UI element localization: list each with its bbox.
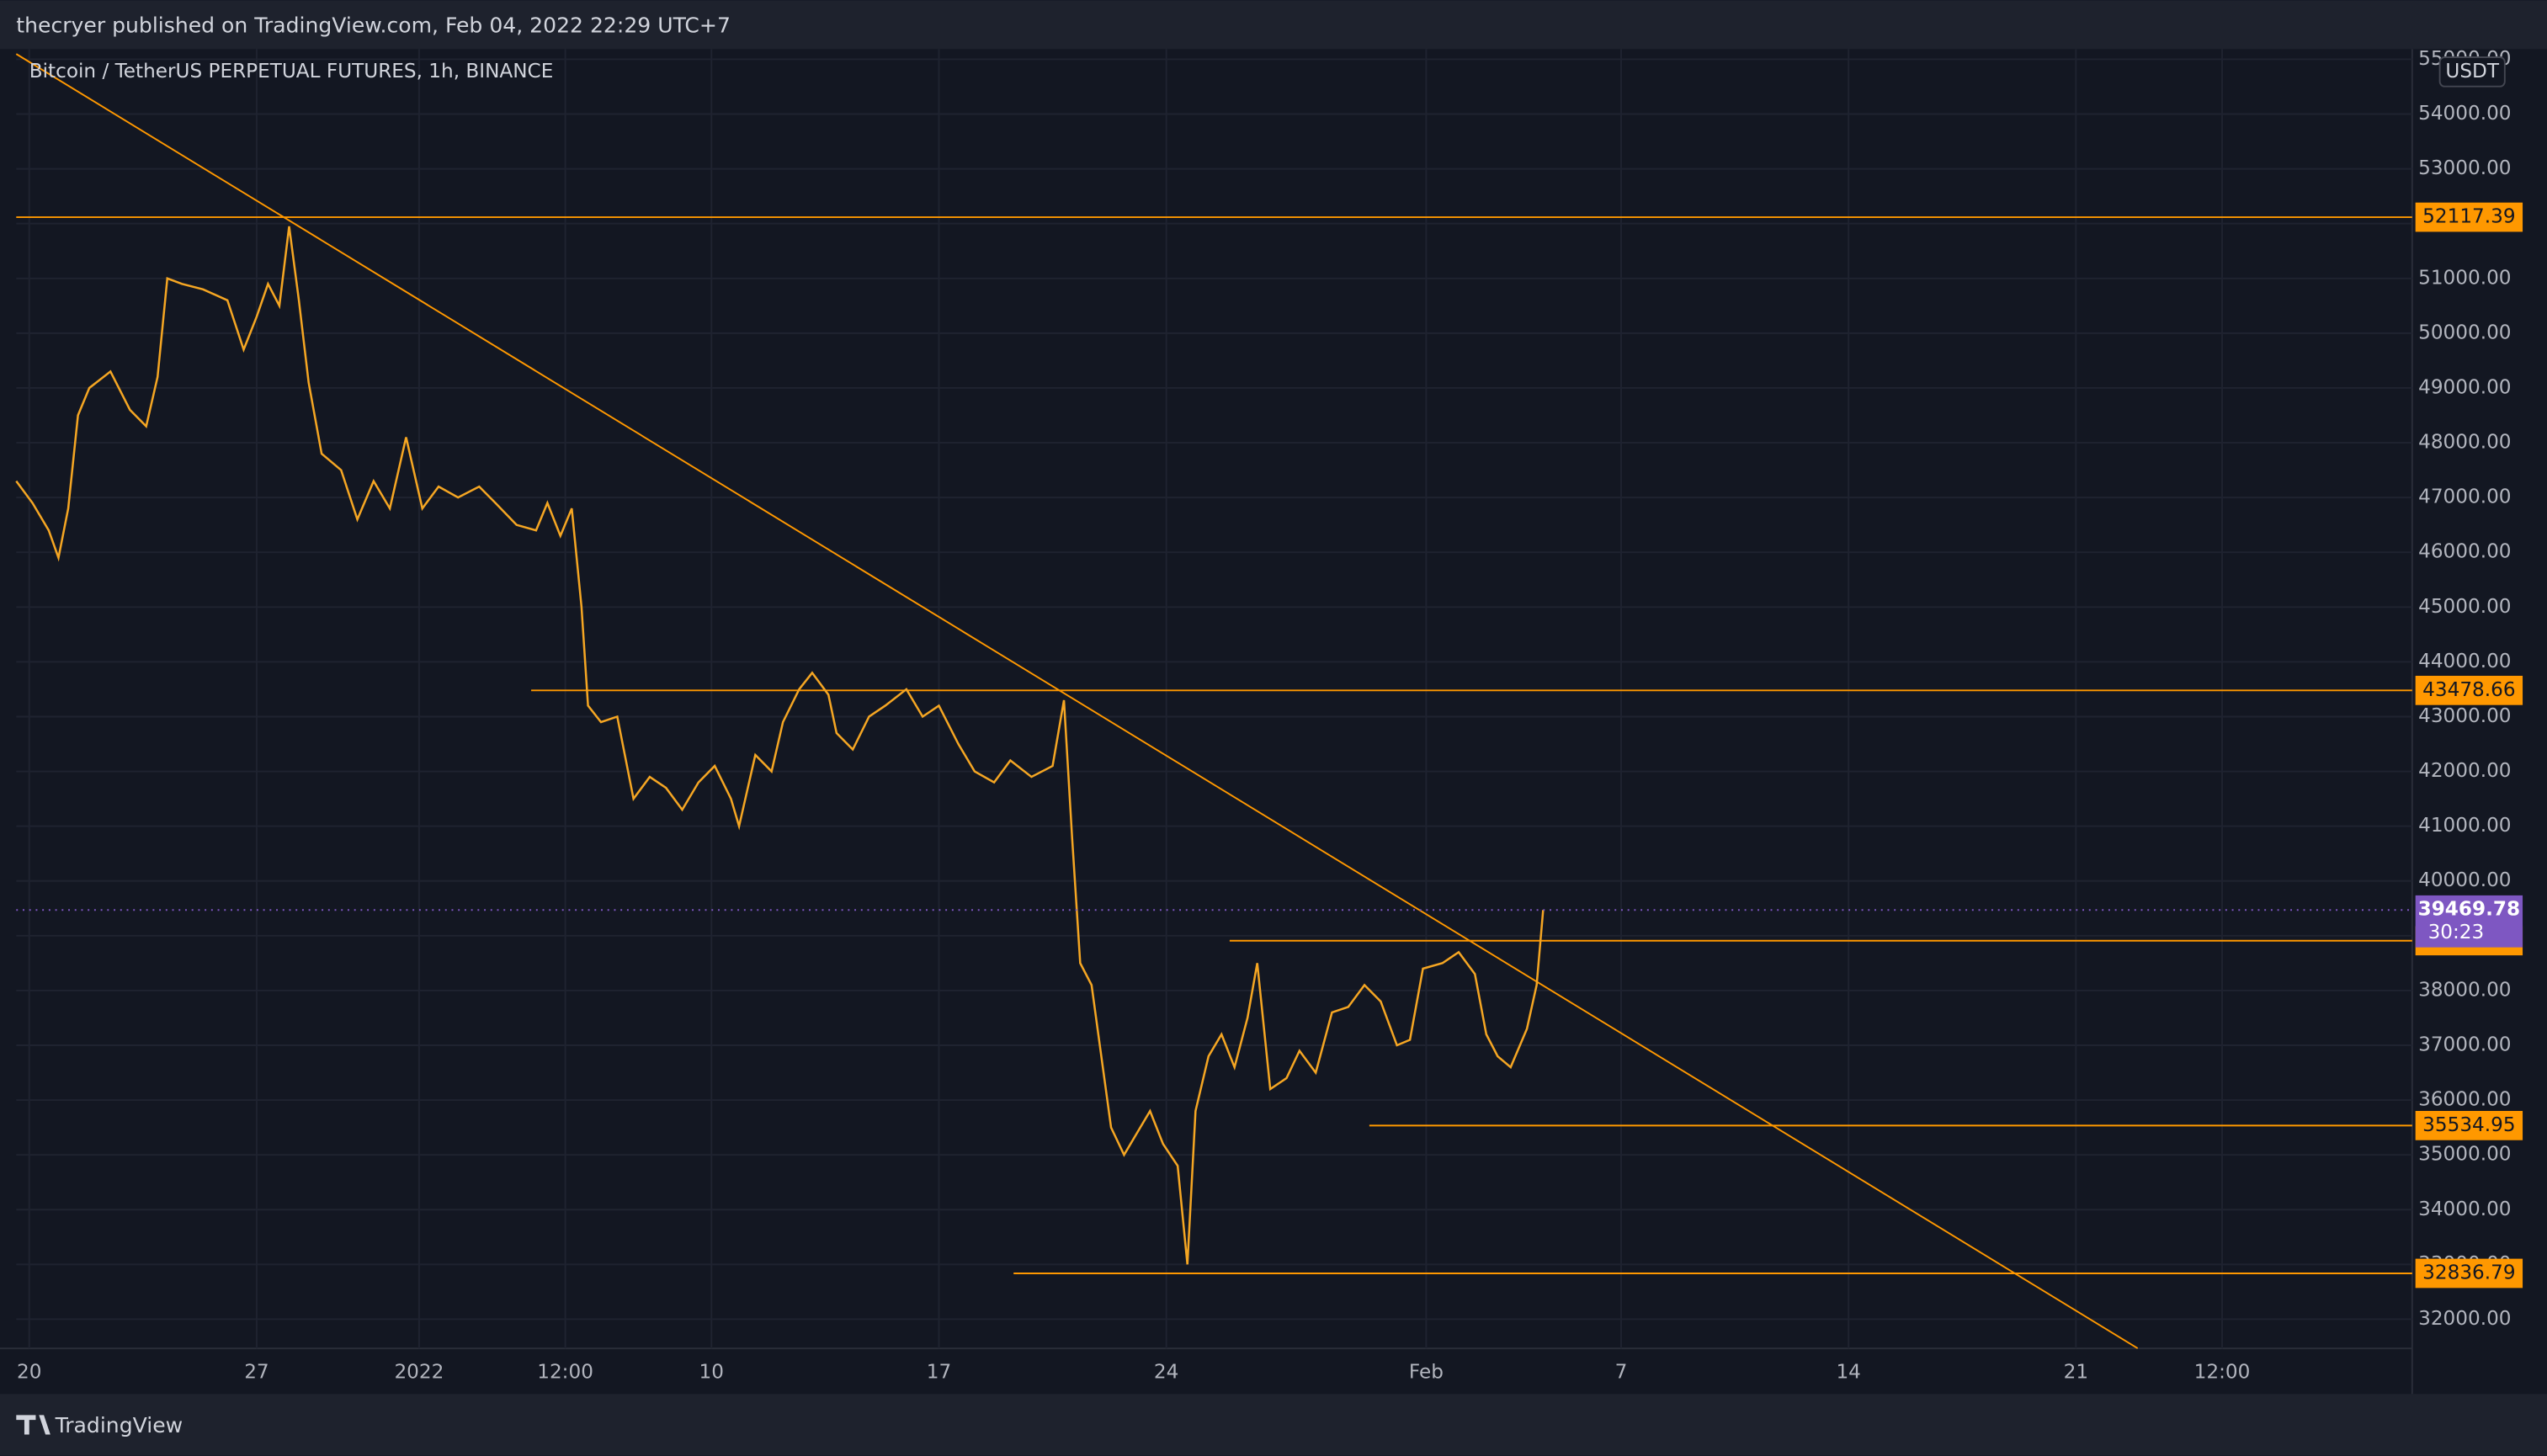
y-tick-label: 41000.00 bbox=[2418, 815, 2511, 837]
level-label: 43478.66 bbox=[2422, 679, 2515, 701]
y-tick-label: 50000.00 bbox=[2418, 321, 2511, 343]
price-line bbox=[15, 226, 1545, 1265]
y-tick-label: 51000.00 bbox=[2418, 267, 2511, 289]
y-tick-label: 35000.00 bbox=[2418, 1144, 2511, 1166]
y-tick-label: 54000.00 bbox=[2418, 103, 2511, 125]
grid bbox=[16, 49, 2412, 1349]
y-tick-label: 37000.00 bbox=[2418, 1034, 2511, 1056]
x-tick-label: 21 bbox=[2064, 1362, 2088, 1384]
y-tick-label: 45000.00 bbox=[2418, 596, 2511, 618]
y-tick-label: 48000.00 bbox=[2418, 432, 2511, 454]
y-tick-label: 34000.00 bbox=[2418, 1198, 2511, 1220]
y-tick-label: 53000.00 bbox=[2418, 157, 2511, 179]
x-tick-label: Feb bbox=[1409, 1362, 1444, 1384]
level-label: 35534.95 bbox=[2422, 1114, 2515, 1136]
publisher: thecryer published on TradingView.com, F… bbox=[16, 13, 731, 37]
y-tick-label: 40000.00 bbox=[2418, 869, 2511, 891]
last-price-box bbox=[2415, 895, 2523, 948]
y-tick-label: 38000.00 bbox=[2418, 979, 2511, 1001]
last-price-label: 39469.78 bbox=[2418, 899, 2521, 921]
y-tick-label: 42000.00 bbox=[2418, 760, 2511, 782]
y-tick-label: 44000.00 bbox=[2418, 651, 2511, 672]
y-tick-label: 32000.00 bbox=[2418, 1308, 2511, 1330]
x-tick-label: 10 bbox=[699, 1362, 724, 1384]
logo bbox=[16, 1415, 51, 1435]
level-label: 52117.39 bbox=[2422, 206, 2515, 228]
level-label: 32836.79 bbox=[2422, 1262, 2515, 1283]
y-tick-label: 47000.00 bbox=[2418, 486, 2511, 508]
y-tick-label: 49000.00 bbox=[2418, 376, 2511, 398]
currency-box bbox=[2438, 56, 2506, 88]
level-label-box bbox=[2415, 1258, 2523, 1289]
footer-bar bbox=[0, 1394, 2547, 1456]
countdown: 30:23 bbox=[2428, 922, 2485, 943]
plot bbox=[15, 53, 2412, 1349]
x-tick-label: 14 bbox=[1836, 1362, 1860, 1384]
x-tick-label: 2022 bbox=[394, 1362, 444, 1384]
trendline bbox=[15, 53, 2139, 1349]
symbol-title: Bitcoin / TetherUS PERPETUAL FUTURES, 1h… bbox=[29, 61, 554, 82]
level-label-box bbox=[2415, 202, 2523, 232]
y-tick-label: 36000.00 bbox=[2418, 1089, 2511, 1111]
brand: TradingView bbox=[55, 1413, 183, 1437]
header-bar bbox=[0, 0, 2547, 50]
y-tick-label: 46000.00 bbox=[2418, 541, 2511, 563]
x-tick-label: 7 bbox=[1615, 1362, 1628, 1384]
x-tick-label: 12:00 bbox=[2194, 1362, 2251, 1384]
x-tick-label: 24 bbox=[1154, 1362, 1178, 1384]
currency: USDT bbox=[2445, 61, 2499, 82]
x-tick-label: 12:00 bbox=[537, 1362, 593, 1384]
level-label-box bbox=[2415, 1110, 2523, 1140]
x-tick-label: 27 bbox=[244, 1362, 269, 1384]
x-tick-label: 17 bbox=[927, 1362, 951, 1384]
level-label-box bbox=[2415, 675, 2523, 705]
x-tick-label: 20 bbox=[17, 1362, 41, 1384]
y-tick-label: 43000.00 bbox=[2418, 705, 2511, 727]
